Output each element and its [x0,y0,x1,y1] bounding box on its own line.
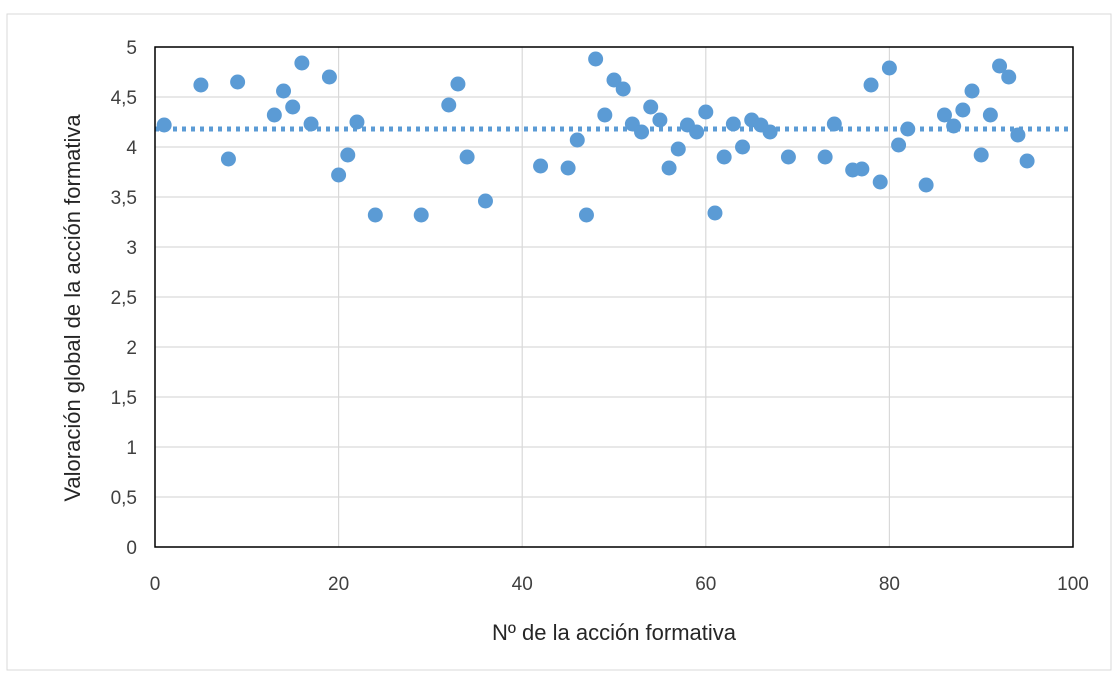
data-point [652,112,668,128]
data-point [156,117,172,133]
x-tick-label: 0 [150,574,161,595]
data-point [955,102,971,118]
data-point [1019,153,1035,169]
data-point [982,107,998,123]
y-tick-label: 1,5 [111,388,137,409]
data-point [340,147,356,163]
data-point [973,147,989,163]
data-point [450,76,466,92]
x-tick-label: 40 [512,574,533,595]
data-point [863,77,879,93]
x-axis-ticks: 0 20 40 60 80 100 [150,574,1089,595]
data-point [762,124,778,140]
data-point [230,74,246,90]
data-point [349,114,365,130]
data-point [900,121,916,137]
data-point [725,116,741,132]
data-point [533,158,549,174]
y-tick-label: 3,5 [111,188,137,209]
y-tick-label: 2 [126,338,137,359]
data-point [303,116,319,132]
data-point [707,205,723,221]
y-axis-ticks: 0 0,5 1 1,5 2 2,5 3 3,5 4 4,5 5 [111,38,138,559]
data-point [606,72,622,88]
data-point [220,151,236,167]
data-point [615,81,631,97]
data-point [569,132,585,148]
data-point [321,69,337,85]
data-point [578,207,594,223]
data-point [854,161,870,177]
data-point [588,51,604,67]
data-point [992,58,1008,74]
data-point [670,141,686,157]
data-point [560,160,576,176]
data-point [826,116,842,132]
data-point [643,99,659,115]
data-point [689,124,705,140]
data-point [918,177,934,193]
y-tick-label: 5 [126,38,137,59]
data-point [441,97,457,113]
data-point [936,107,952,123]
data-point [477,193,493,209]
y-tick-label: 2,5 [111,288,137,309]
data-point [891,137,907,153]
x-tick-label: 80 [879,574,900,595]
data-point [193,77,209,93]
data-point [459,149,475,165]
data-point [698,104,714,120]
data-point [881,60,897,76]
data-point [964,83,980,99]
data-point [1010,127,1026,143]
x-tick-label: 60 [695,574,716,595]
y-tick-label: 0 [126,538,137,559]
data-point [285,99,301,115]
data-point [872,174,888,190]
y-axis-title: Valoración global de la acción formativa [60,114,85,502]
data-point [946,118,962,134]
plot-frame [154,46,1074,548]
data-point [367,207,383,223]
data-point [276,83,292,99]
data-point [716,149,732,165]
data-point [735,139,751,155]
y-tick-label: 4 [126,138,137,159]
data-point [780,149,796,165]
y-tick-label: 1 [126,438,137,459]
x-tick-label: 100 [1057,574,1089,595]
x-tick-label: 20 [328,574,349,595]
data-points [156,51,1035,223]
data-point [634,124,650,140]
data-point [597,107,613,123]
data-point [661,160,677,176]
data-point [331,167,347,183]
y-tick-label: 0,5 [111,488,137,509]
data-point [413,207,429,223]
data-point [266,107,282,123]
x-axis-title: Nº de la acción formativa [492,620,737,645]
chart-area [6,13,1112,671]
data-point [294,55,310,71]
y-tick-label: 4,5 [111,88,137,109]
data-point [1001,69,1017,85]
data-point [817,149,833,165]
y-tick-label: 3 [126,238,137,259]
